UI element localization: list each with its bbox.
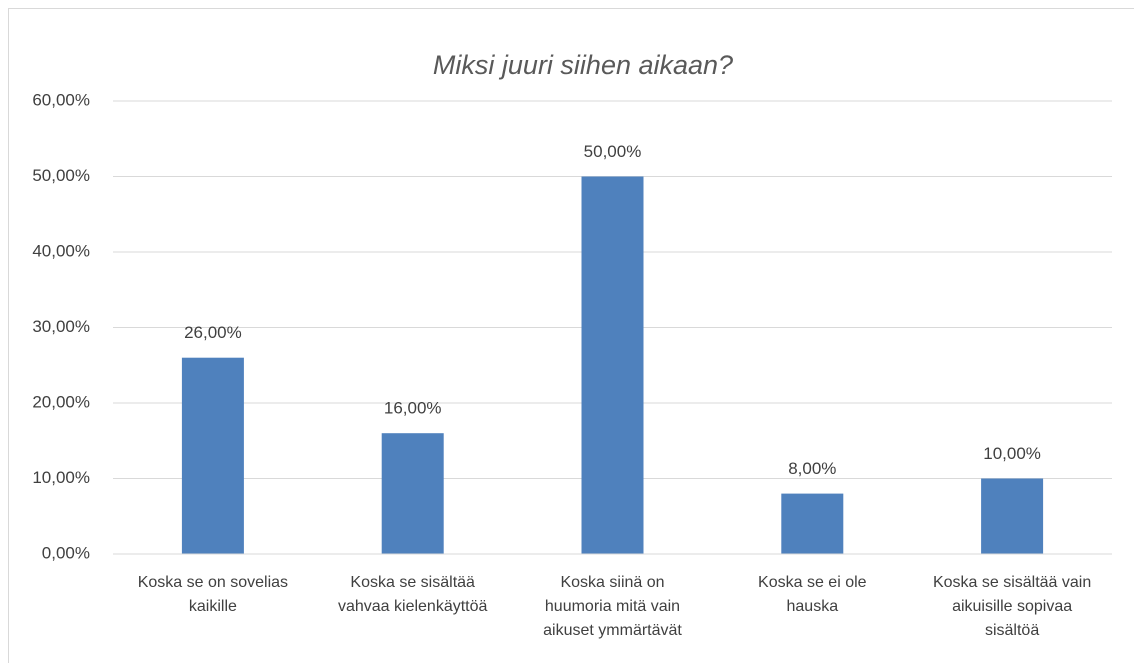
bar [781,493,844,554]
y-tick-label: 10,00% [32,468,90,487]
bar [581,176,644,554]
bar [381,433,444,554]
y-tick-label: 40,00% [32,241,90,260]
y-tick-label: 30,00% [32,317,90,336]
x-tick-label: Koska se sisältää vain aikuisille sopiva… [932,574,1092,639]
y-tick-label: 0,00% [42,543,90,562]
x-tick-label: Koska se ei ole hauska [758,574,867,615]
data-label: 50,00% [584,142,642,161]
chart-title: Miksi juuri siihen aikaan? [433,50,733,80]
y-tick-label: 50,00% [32,166,90,185]
data-label: 10,00% [983,444,1041,463]
x-tick-label: Koska se on sovelias kaikille [137,574,289,615]
y-tick-label: 60,00% [32,90,90,109]
data-label: 16,00% [384,399,442,418]
data-label: 26,00% [184,323,242,342]
y-tick-label: 20,00% [32,392,90,411]
bar [181,357,244,554]
x-tick-label: Koska se sisältää vahvaa kielenkäyttöä [337,574,488,615]
x-tick-label: Koska siinä on huumoria mitä vain aikuse… [543,574,682,639]
data-label: 8,00% [788,459,836,478]
chart-border [8,8,1134,663]
bar [981,478,1044,554]
